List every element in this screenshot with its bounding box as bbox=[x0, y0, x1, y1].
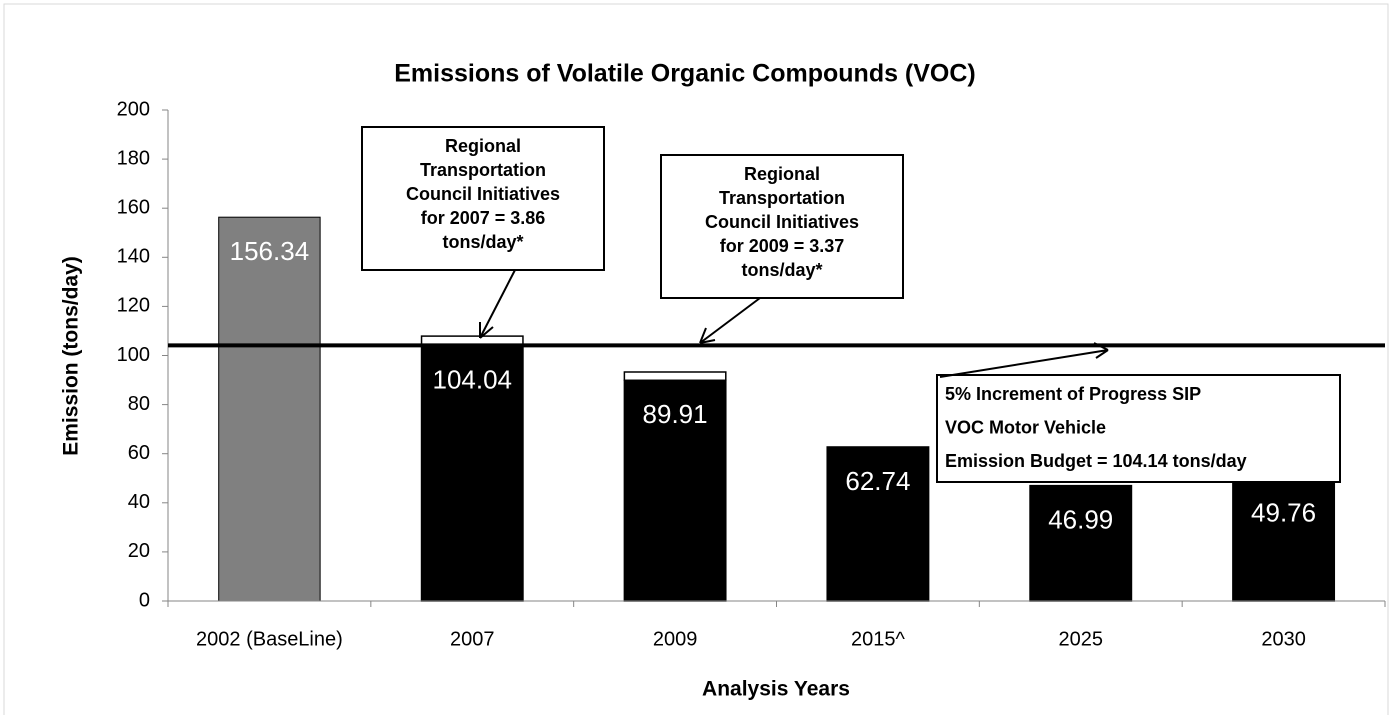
annotation-text: Council Initiatives bbox=[406, 184, 560, 204]
y-tick-label: 200 bbox=[117, 98, 150, 120]
annotation-text: Transportation bbox=[719, 188, 845, 208]
value-label: 46.99 bbox=[1048, 505, 1113, 535]
annotation-box bbox=[936, 374, 1341, 483]
value-label: 62.74 bbox=[845, 466, 910, 496]
y-tick-label: 140 bbox=[117, 246, 150, 268]
value-label: 89.91 bbox=[643, 399, 708, 429]
annotation-text: Council Initiatives bbox=[705, 212, 859, 232]
x-axis-title: Analysis Years bbox=[702, 678, 850, 701]
arrow bbox=[699, 297, 761, 344]
bar bbox=[826, 446, 930, 602]
y-tick-label: 160 bbox=[117, 196, 150, 218]
bar bbox=[1029, 484, 1133, 602]
x-tick-label: 2009 bbox=[653, 628, 698, 650]
x-tick-label: 2002 (BaseLine) bbox=[196, 628, 343, 650]
y-axis-title: Emission (tons/day) bbox=[60, 256, 83, 456]
annotation-text: tons/day* bbox=[442, 232, 523, 252]
bar bbox=[218, 216, 321, 602]
annotation-text: for 2007 = 3.86 bbox=[421, 208, 546, 228]
annotation-text: 5% Increment of Progress SIP bbox=[945, 384, 1201, 404]
chart-title: Emissions of Volatile Organic Compounds … bbox=[394, 60, 976, 88]
value-label: 104.04 bbox=[432, 364, 512, 394]
annotation-text: Emission Budget = 104.14 tons/day bbox=[945, 451, 1247, 471]
value-label: 156.34 bbox=[230, 236, 310, 266]
y-tick-label: 40 bbox=[128, 491, 150, 513]
y-tick-label: 100 bbox=[117, 344, 150, 366]
y-tick-label: 0 bbox=[139, 589, 150, 611]
bar bbox=[1232, 478, 1336, 602]
y-tick-label: 120 bbox=[117, 295, 150, 317]
bar bbox=[623, 371, 727, 382]
bar bbox=[623, 379, 727, 602]
x-tick-label: 2015^ bbox=[851, 628, 905, 650]
annotation-text: Regional bbox=[744, 164, 820, 184]
annotation-box bbox=[361, 126, 605, 271]
y-tick-label: 180 bbox=[117, 147, 150, 169]
y-tick-label: 20 bbox=[128, 540, 150, 562]
annotation-box bbox=[660, 154, 904, 299]
arrow bbox=[479, 269, 516, 339]
y-tick-label: 60 bbox=[128, 442, 150, 464]
bar bbox=[420, 344, 524, 602]
arrow bbox=[939, 342, 1109, 378]
y-tick-label: 80 bbox=[128, 393, 150, 415]
x-tick-label: 2030 bbox=[1261, 628, 1306, 650]
annotation-text: VOC Motor Vehicle bbox=[945, 417, 1106, 437]
x-tick-label: 2025 bbox=[1059, 628, 1104, 650]
chart-border bbox=[3, 3, 1389, 715]
annotation-text: tons/day* bbox=[741, 260, 822, 280]
value-label: 49.76 bbox=[1251, 498, 1316, 528]
x-tick-label: 2007 bbox=[450, 628, 495, 650]
annotation-boxes bbox=[361, 126, 1341, 483]
annotation-text: Transportation bbox=[420, 160, 546, 180]
annotation-text: for 2009 = 3.37 bbox=[720, 236, 845, 256]
annotation-text: Regional bbox=[445, 136, 521, 156]
